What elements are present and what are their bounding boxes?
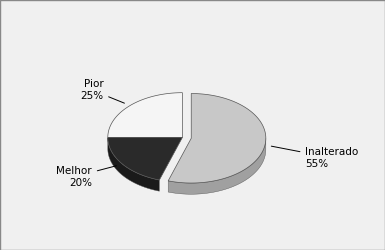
Text: Pior
25%: Pior 25% [80, 79, 124, 103]
Polygon shape [108, 93, 182, 138]
Text: Melhor
20%: Melhor 20% [56, 166, 116, 188]
Text: Inalterado
55%: Inalterado 55% [271, 146, 359, 169]
Polygon shape [108, 138, 182, 180]
Polygon shape [108, 138, 159, 191]
Polygon shape [168, 94, 266, 183]
Polygon shape [168, 138, 266, 194]
